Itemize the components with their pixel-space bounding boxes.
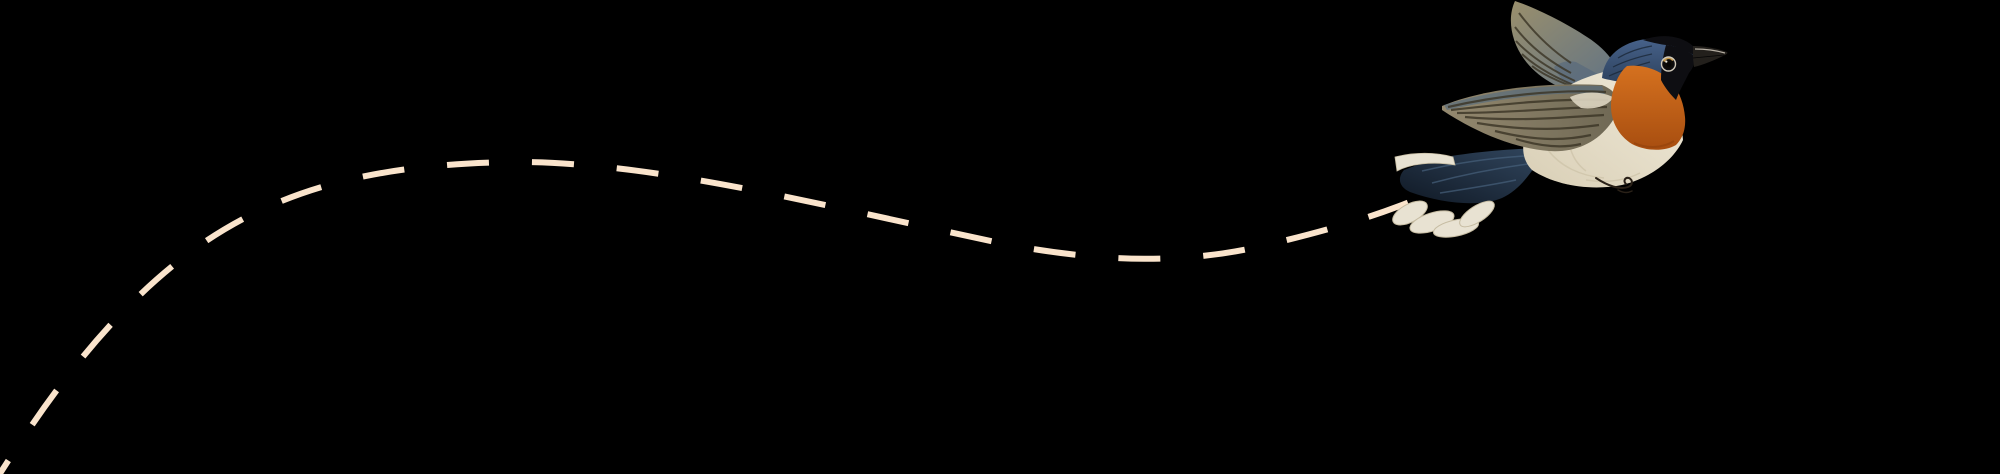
feather-stripe xyxy=(1547,149,1605,179)
feather-stripe xyxy=(1514,26,1572,74)
feather-stripe xyxy=(1515,40,1576,82)
foot-curl xyxy=(1595,176,1633,189)
flight-path-dashed-line xyxy=(0,158,1426,474)
eye-pupil xyxy=(1666,62,1672,67)
feather-stripe xyxy=(1617,45,1653,59)
bird-beak xyxy=(1692,46,1728,67)
eye-ring xyxy=(1660,56,1677,72)
throat-shade-line xyxy=(1633,140,1675,148)
scapular-white-patch xyxy=(1570,92,1613,109)
feather-stripe xyxy=(1421,155,1525,172)
feather-stripe xyxy=(1464,113,1605,121)
crown-black xyxy=(1643,36,1695,56)
bird-near-wing xyxy=(1442,84,1619,152)
beak-gape-line xyxy=(1692,54,1725,59)
near-wing-stripes xyxy=(1447,90,1609,148)
bird-foot xyxy=(1595,176,1633,194)
feather-stripe xyxy=(1612,53,1653,68)
bird-eye xyxy=(1660,56,1677,72)
tail-feather-lines xyxy=(1421,155,1529,194)
feather-stripe xyxy=(1585,172,1641,183)
tail-white-band xyxy=(1394,152,1456,172)
bird-tail xyxy=(1392,148,1542,238)
tail-white-scallops xyxy=(1392,200,1495,238)
eye-glint xyxy=(1665,60,1668,63)
feather-stripe xyxy=(1476,121,1600,130)
feather-stripe xyxy=(1439,179,1517,194)
tail-feather xyxy=(1459,200,1495,228)
foot-toe xyxy=(1617,189,1633,194)
feather-stripe xyxy=(1447,90,1607,109)
feather-stripe xyxy=(1518,12,1572,64)
beak-lower xyxy=(1693,55,1725,67)
feather-stripe xyxy=(1515,137,1582,148)
feather-stripe xyxy=(1494,129,1592,141)
eye-iris-crescent xyxy=(1663,57,1674,62)
feather-stripe xyxy=(1431,163,1529,184)
bird-illustration xyxy=(1392,1,1728,238)
beak-culmen-highlight xyxy=(1694,48,1726,54)
